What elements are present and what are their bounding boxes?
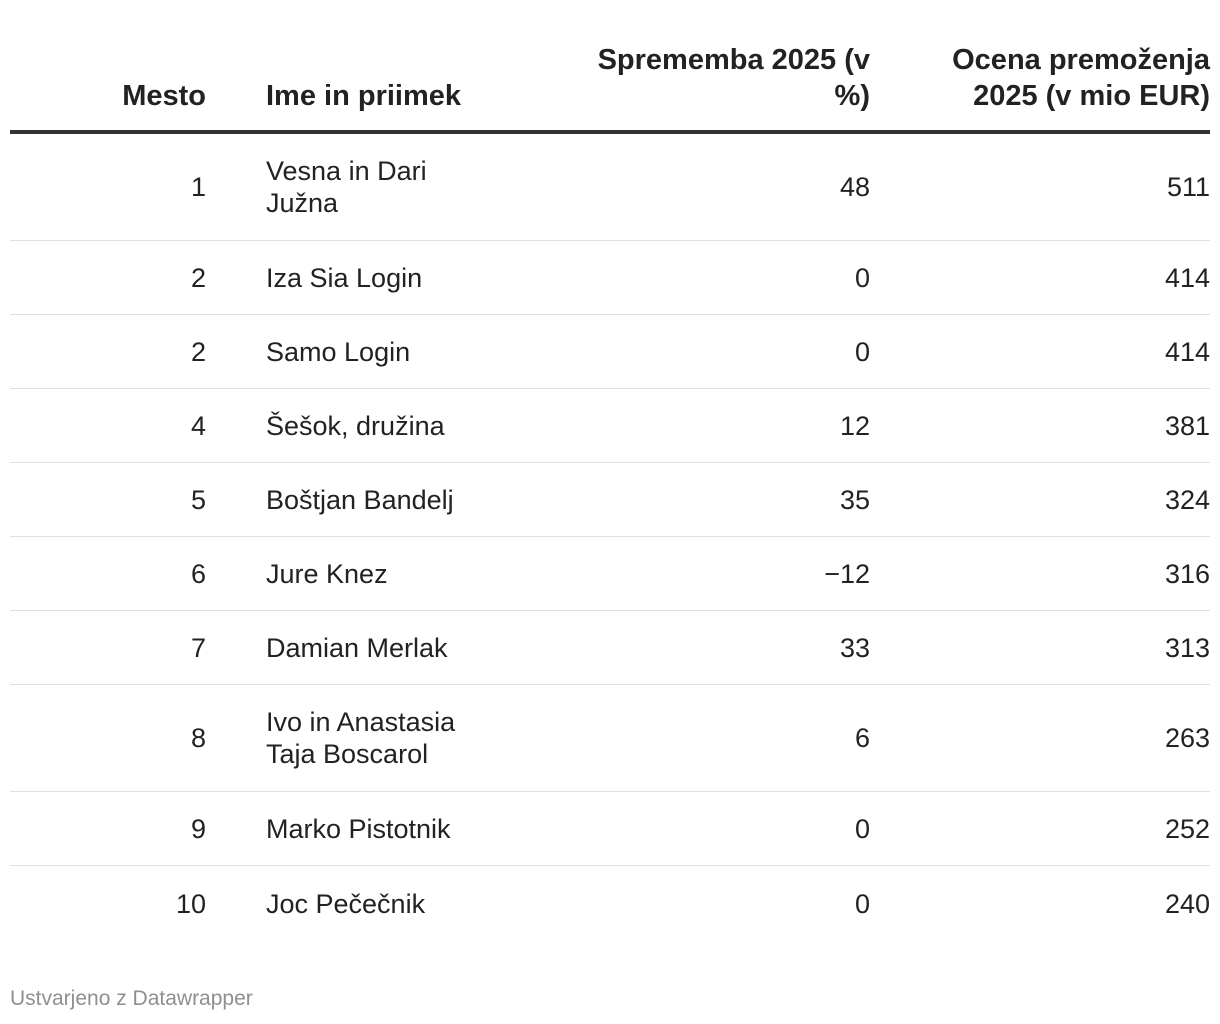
header-name[interactable]: Ime in priimek [210, 42, 550, 134]
cell-rank: 10 [175, 889, 206, 919]
cell-worth: 324 [870, 462, 1210, 537]
cell-change: −12 [550, 536, 870, 611]
cell-name-text: Samo Login [266, 336, 411, 367]
cell-worth: 316 [870, 536, 1210, 611]
cell-worth: 240 [1164, 889, 1210, 919]
cell-change: 48 [550, 132, 870, 241]
cell-name: Šešok, družina [210, 388, 550, 463]
cell-rank: 1 [10, 132, 210, 241]
cell-name-text: Šešok, družina [266, 410, 445, 441]
header-worth[interactable]: Ocena premoženja 2025 (v mio EUR) [870, 42, 1210, 134]
cell-name: Vesna in Dari Južna [210, 132, 550, 241]
header-change[interactable]: Sprememba 2025 (v %) [550, 42, 870, 134]
cell-name-text: Ivo in Anastasia Taja Boscarol [266, 707, 456, 769]
cell-rank: 4 [10, 388, 210, 463]
cell-rank: 7 [10, 610, 210, 685]
cell-change: 0 [854, 889, 870, 919]
cell-change: 0 [550, 314, 870, 389]
cell-name-text: Jure Knez [266, 558, 388, 589]
datawrapper-credit[interactable]: Ustvarjeno z Datawrapper [10, 987, 253, 1010]
table-row: 8 Ivo in Anastasia Taja Boscarol 6 263 [10, 684, 1210, 792]
cell-change: 0 [550, 791, 870, 866]
table-row: 1 Vesna in Dari Južna 48 511 [10, 132, 1210, 241]
cell-name: Iza Sia Login [210, 240, 550, 315]
cell-change: 0 [550, 240, 870, 315]
ranking-table: Mesto Ime in priimek Sprememba 2025 (v %… [10, 42, 1210, 942]
table-row: 5 Boštjan Bandelj 35 324 [10, 462, 1210, 537]
cell-rank: 6 [10, 536, 210, 611]
cell-name-text: Marko Pistotnik [266, 813, 451, 844]
header-rank[interactable]: Mesto [10, 42, 210, 134]
cell-change: 6 [550, 684, 870, 792]
header-change-label: Sprememba 2025 (v %) [597, 44, 870, 112]
cell-rank: 5 [10, 462, 210, 537]
table-row: 9 Marko Pistotnik 0 252 [10, 791, 1210, 866]
cell-worth: 511 [870, 132, 1210, 241]
cell-change: 35 [550, 462, 870, 537]
cell-name-text: Iza Sia Login [266, 262, 423, 293]
cell-rank: 2 [10, 240, 210, 315]
table-row: 2 Iza Sia Login 0 414 [10, 240, 1210, 315]
cell-name-text: Vesna in Dari Južna [266, 156, 427, 218]
table-row: 4 Šešok, družina 12 381 [10, 388, 1210, 463]
table-row: 2 Samo Login 0 414 [10, 314, 1210, 389]
cell-name-text: Joc Pečečnik [266, 889, 426, 919]
cell-worth: 263 [870, 684, 1210, 792]
cell-name: Samo Login [210, 314, 550, 389]
cell-name: Marko Pistotnik [210, 791, 550, 866]
header-worth-label: Ocena premoženja 2025 (v mio EUR) [952, 44, 1210, 112]
table-header: Mesto Ime in priimek Sprememba 2025 (v %… [10, 42, 1210, 134]
cell-worth: 414 [870, 314, 1210, 389]
cell-name-text: Damian Merlak [266, 632, 448, 663]
header-row: Mesto Ime in priimek Sprememba 2025 (v %… [10, 42, 1210, 134]
cell-change: 12 [550, 388, 870, 463]
cell-name: Ivo in Anastasia Taja Boscarol [210, 684, 550, 792]
cell-rank: 2 [10, 314, 210, 389]
cell-rank: 9 [10, 791, 210, 866]
table-row: 6 Jure Knez −12 316 [10, 536, 1210, 611]
cell-change: 33 [550, 610, 870, 685]
cell-worth: 313 [870, 610, 1210, 685]
cell-worth: 414 [870, 240, 1210, 315]
cell-worth: 252 [870, 791, 1210, 866]
table-row: 7 Damian Merlak 33 313 [10, 610, 1210, 685]
cell-worth: 381 [870, 388, 1210, 463]
table-row: 10 Joc Pečečnik 0 240 [10, 866, 1210, 943]
table-body: 1 Vesna in Dari Južna 48 511 2 Iza Sia L… [10, 132, 1210, 942]
cell-name: Damian Merlak [210, 610, 550, 685]
cell-name: Jure Knez [210, 536, 550, 611]
cell-name: Boštjan Bandelj [210, 462, 550, 537]
cell-name: Joc Pečečnik [210, 866, 550, 943]
cell-rank: 8 [10, 684, 210, 792]
ranking-table-container: Mesto Ime in priimek Sprememba 2025 (v %… [10, 42, 1210, 942]
cell-name-text: Boštjan Bandelj [266, 484, 454, 515]
